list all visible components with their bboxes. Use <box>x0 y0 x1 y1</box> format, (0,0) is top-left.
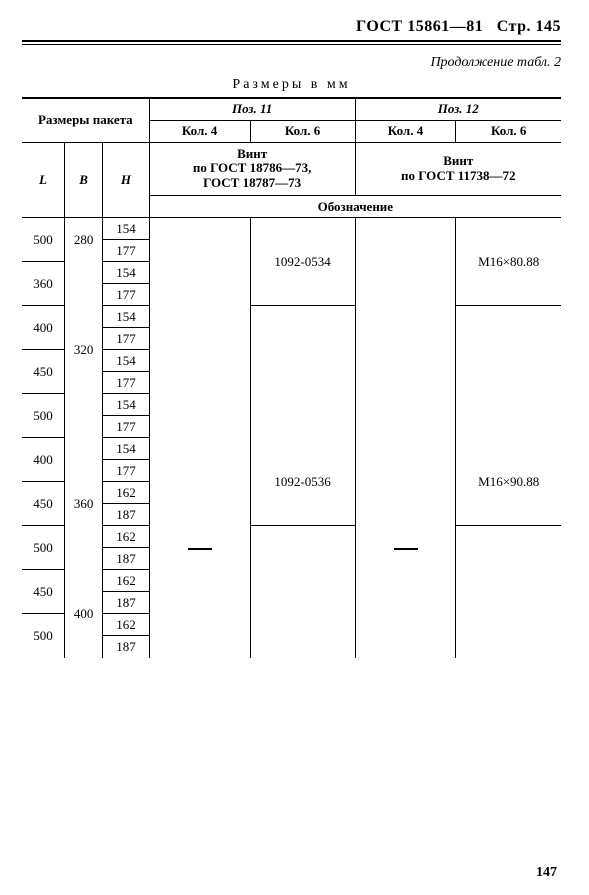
cell-L: 500 <box>22 218 64 262</box>
cell-L: 450 <box>22 350 64 394</box>
page-label: Стр. 145 <box>497 18 561 35</box>
col-H: H <box>103 142 149 218</box>
cell-H: 187 <box>103 548 149 570</box>
cell-dash <box>149 438 250 658</box>
cell-1092-0536: 1092-0536 <box>250 438 355 526</box>
col-kol4-b: Кол. 4 <box>355 120 456 142</box>
cell-blank <box>456 526 561 658</box>
footer-page-number: 147 <box>536 865 557 881</box>
cell-H: 177 <box>103 460 149 482</box>
cell-L: 360 <box>22 262 64 306</box>
cell-H: 162 <box>103 570 149 592</box>
cell-H: 177 <box>103 240 149 262</box>
cell-H: 162 <box>103 614 149 636</box>
vint12-l1: Винт <box>443 153 473 168</box>
cell-1092-0534: 1092-0534 <box>250 218 355 306</box>
cell-H: 154 <box>103 218 149 240</box>
cell-H: 187 <box>103 636 149 658</box>
cell-H: 154 <box>103 394 149 416</box>
cell-m16x80: М16×80.88 <box>456 218 561 306</box>
vint11-l2: по ГОСТ 18786—73, <box>193 160 312 175</box>
cell-dash <box>355 438 456 658</box>
cell-H: 154 <box>103 262 149 284</box>
gost-number: ГОСТ 15861—81 <box>356 18 483 35</box>
dash-icon <box>394 548 418 550</box>
cell-H: 162 <box>103 526 149 548</box>
cell-H: 154 <box>103 306 149 328</box>
vint11-l1: Винт <box>237 146 267 161</box>
col-designation: Обозначение <box>149 196 561 218</box>
continuation-label: Продолжение табл. 2 <box>22 55 561 71</box>
col-vint12: Винт по ГОСТ 11738—72 <box>355 142 561 196</box>
cell-blank <box>355 218 456 438</box>
cell-H: 187 <box>103 504 149 526</box>
dash-icon <box>188 548 212 550</box>
vint11-l3: ГОСТ 18787—73 <box>203 175 301 190</box>
cell-L: 500 <box>22 394 64 438</box>
cell-H: 177 <box>103 284 149 306</box>
header-rule <box>22 44 561 45</box>
col-packet: Размеры пакета <box>22 98 149 142</box>
vint12-l2: по ГОСТ 11738—72 <box>401 168 516 183</box>
col-kol6-b: Кол. 6 <box>456 120 561 142</box>
cell-H: 187 <box>103 592 149 614</box>
cell-B: 360 <box>64 438 102 570</box>
col-vint11: Винт по ГОСТ 18786—73, ГОСТ 18787—73 <box>149 142 355 196</box>
table-caption: Размеры в мм <box>22 77 561 93</box>
cell-H: 154 <box>103 438 149 460</box>
cell-L: 400 <box>22 438 64 482</box>
cell-H: 154 <box>103 350 149 372</box>
col-pos11: Поз. 11 <box>149 98 355 120</box>
cell-H: 177 <box>103 372 149 394</box>
cell-L: 450 <box>22 570 64 614</box>
dimensions-table: Размеры пакета Поз. 11 Поз. 12 Кол. 4 Ко… <box>22 97 561 658</box>
cell-B: 400 <box>64 570 102 658</box>
cell-B: 320 <box>64 262 102 438</box>
col-L: L <box>22 142 64 218</box>
cell-L: 500 <box>22 526 64 570</box>
cell-H: 177 <box>103 416 149 438</box>
cell-H: 162 <box>103 482 149 504</box>
cell-L: 500 <box>22 614 64 658</box>
cell-m16x90: М16×90.88 <box>456 438 561 526</box>
cell-H: 177 <box>103 328 149 350</box>
cell-B: 280 <box>64 218 102 262</box>
cell-blank <box>149 218 250 438</box>
cell-L: 400 <box>22 306 64 350</box>
col-kol4-a: Кол. 4 <box>149 120 250 142</box>
cell-blank <box>250 306 355 438</box>
cell-blank <box>456 306 561 438</box>
cell-blank <box>250 526 355 658</box>
col-B: B <box>64 142 102 218</box>
cell-L: 450 <box>22 482 64 526</box>
col-kol6-a: Кол. 6 <box>250 120 355 142</box>
page-header: ГОСТ 15861—81 Стр. 145 <box>22 18 561 42</box>
col-pos12: Поз. 12 <box>355 98 561 120</box>
